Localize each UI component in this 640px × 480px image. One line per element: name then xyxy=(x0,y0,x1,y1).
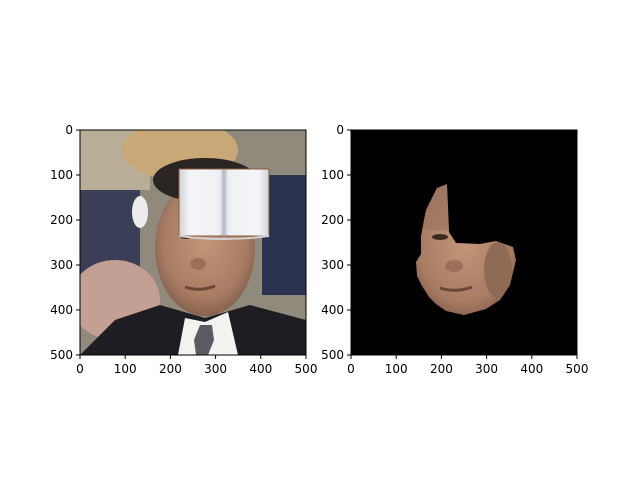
right-y-tick-label: 0 xyxy=(336,123,344,137)
left-x-tick-label: 0 xyxy=(76,362,84,376)
right-x-tick-label: 200 xyxy=(430,362,453,376)
mouth xyxy=(184,284,216,291)
left-y-tick-label: 0 xyxy=(65,123,73,137)
masked-face-region xyxy=(416,184,516,315)
right-y-tick-label: 300 xyxy=(321,258,344,272)
right-y-tick-label: 200 xyxy=(321,213,344,227)
left-y-tick-label: 100 xyxy=(50,168,73,182)
left-axes-frame xyxy=(79,129,307,356)
book-occluder xyxy=(178,168,270,240)
right-y-tick-label: 400 xyxy=(321,303,344,317)
left-x-tick-label: 100 xyxy=(114,362,137,376)
mask-background xyxy=(351,130,577,355)
right-axes-frame xyxy=(350,129,578,356)
right-x-tick-label: 500 xyxy=(566,362,589,376)
right-y-tick-label: 500 xyxy=(321,348,344,362)
headphone-left xyxy=(132,196,148,228)
left-x-tick-label: 400 xyxy=(249,362,272,376)
left-image-panel xyxy=(80,130,306,355)
left-x-tick-label: 200 xyxy=(159,362,182,376)
right-image-panel xyxy=(351,130,577,355)
left-y-tick-label: 300 xyxy=(50,258,73,272)
left-y-tick-label: 500 xyxy=(50,348,73,362)
tie xyxy=(194,325,214,355)
nose xyxy=(190,258,206,270)
left-x-tick-label: 500 xyxy=(295,362,318,376)
left-x-tick-label: 300 xyxy=(204,362,227,376)
right-x-tick-label: 0 xyxy=(347,362,355,376)
right-x-tick-label: 400 xyxy=(520,362,543,376)
left-y-tick-label: 400 xyxy=(50,303,73,317)
right-y-tick-label: 100 xyxy=(321,168,344,182)
right-x-tick-label: 300 xyxy=(475,362,498,376)
left-y-tick-label: 200 xyxy=(50,213,73,227)
right-x-tick-label: 100 xyxy=(385,362,408,376)
